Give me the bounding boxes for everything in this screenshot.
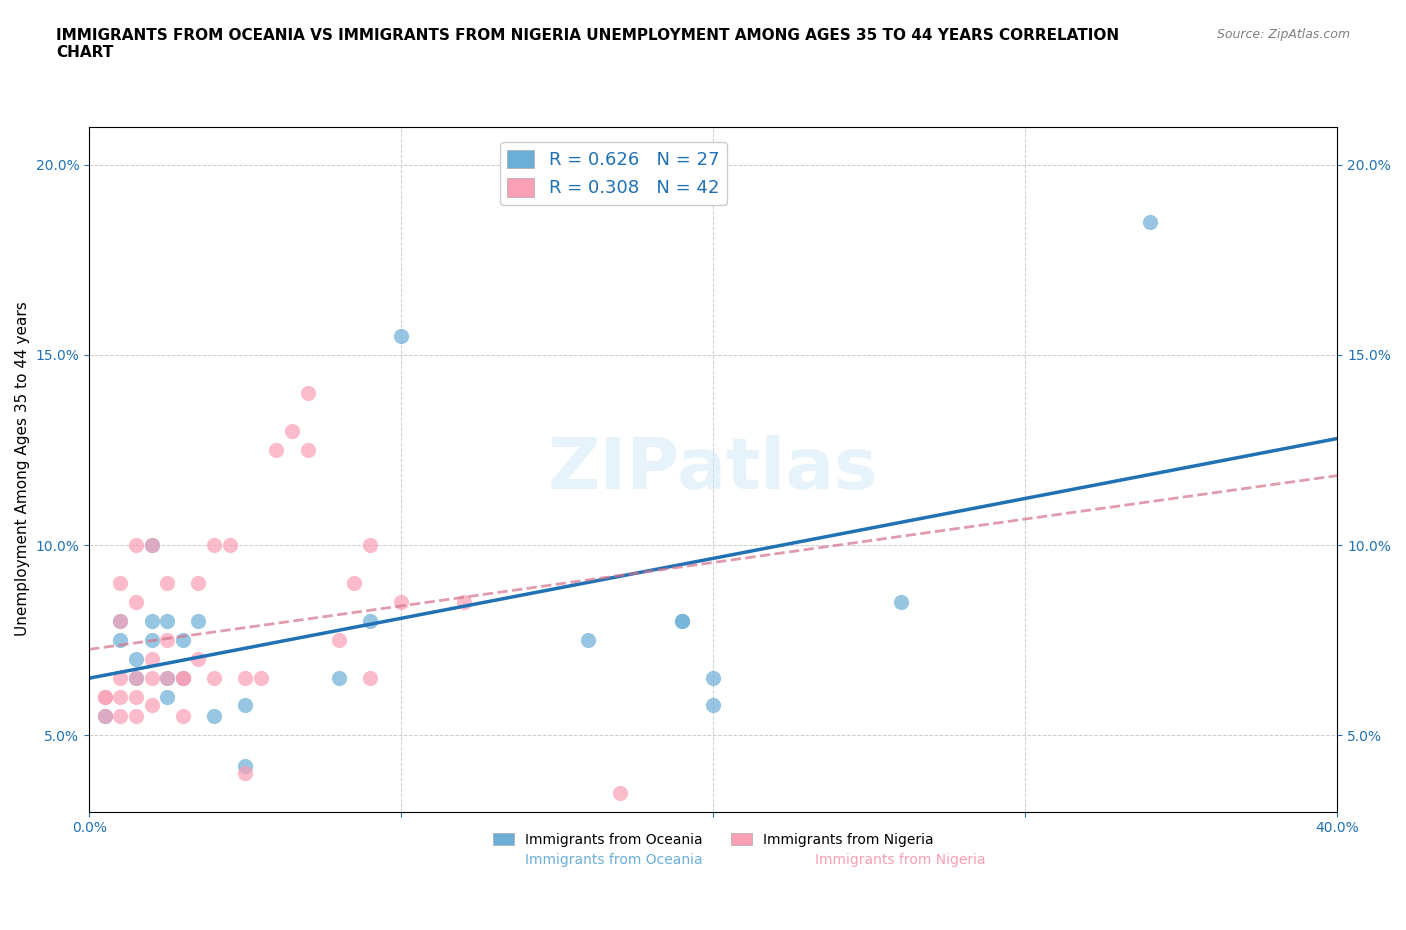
Point [233,698,256,712]
Point [389,328,412,343]
Point [233,759,256,774]
Point [453,595,475,610]
Point [141,698,163,712]
Point [110,614,132,629]
Point [172,632,194,647]
Point [187,652,209,667]
Point [281,423,304,438]
Point [110,690,132,705]
Point [1139,214,1161,229]
Point [94,709,117,724]
Point [187,614,209,629]
Point [125,538,148,552]
Point [156,632,179,647]
Point [889,595,911,610]
Point [156,671,179,685]
Point [187,576,209,591]
Point [578,632,600,647]
Point [233,766,256,781]
Point [202,709,225,724]
Text: IMMIGRANTS FROM OCEANIA VS IMMIGRANTS FROM NIGERIA UNEMPLOYMENT AMONG AGES 35 TO: IMMIGRANTS FROM OCEANIA VS IMMIGRANTS FR… [56,28,1119,60]
Point [125,671,148,685]
Point [389,595,412,610]
Point [125,652,148,667]
Point [110,614,132,629]
Point [141,538,163,552]
Point [141,632,163,647]
Text: Immigrants from Oceania: Immigrants from Oceania [524,853,702,867]
Point [125,671,148,685]
Point [94,709,117,724]
Point [156,690,179,705]
Point [156,576,179,591]
Point [702,698,724,712]
Point [218,538,240,552]
Point [125,595,148,610]
Point [702,671,724,685]
Point [110,709,132,724]
Point [141,614,163,629]
Text: Source: ZipAtlas.com: Source: ZipAtlas.com [1216,28,1350,41]
Point [297,443,319,458]
Point [141,538,163,552]
Point [125,709,148,724]
Point [233,671,256,685]
Point [172,671,194,685]
Point [156,614,179,629]
Point [141,652,163,667]
Point [609,785,631,800]
Point [359,671,381,685]
Point [359,614,381,629]
Point [328,632,350,647]
Point [110,671,132,685]
Point [110,632,132,647]
Point [94,690,117,705]
Point [156,671,179,685]
Point [202,538,225,552]
Point [110,576,132,591]
Point [359,538,381,552]
Point [172,709,194,724]
Legend: Immigrants from Oceania, Immigrants from Nigeria: Immigrants from Oceania, Immigrants from… [488,828,939,853]
Point [172,671,194,685]
Point [172,671,194,685]
Point [343,576,366,591]
Point [94,690,117,705]
Point [141,671,163,685]
Point [671,614,693,629]
Point [297,386,319,401]
Text: ZIPatlas: ZIPatlas [548,434,879,503]
Point [125,690,148,705]
Point [249,671,271,685]
Point [266,443,288,458]
Point [328,671,350,685]
Point [671,614,693,629]
Point [202,671,225,685]
Text: Immigrants from Nigeria: Immigrants from Nigeria [815,853,986,867]
Y-axis label: Unemployment Among Ages 35 to 44 years: Unemployment Among Ages 35 to 44 years [15,301,30,636]
